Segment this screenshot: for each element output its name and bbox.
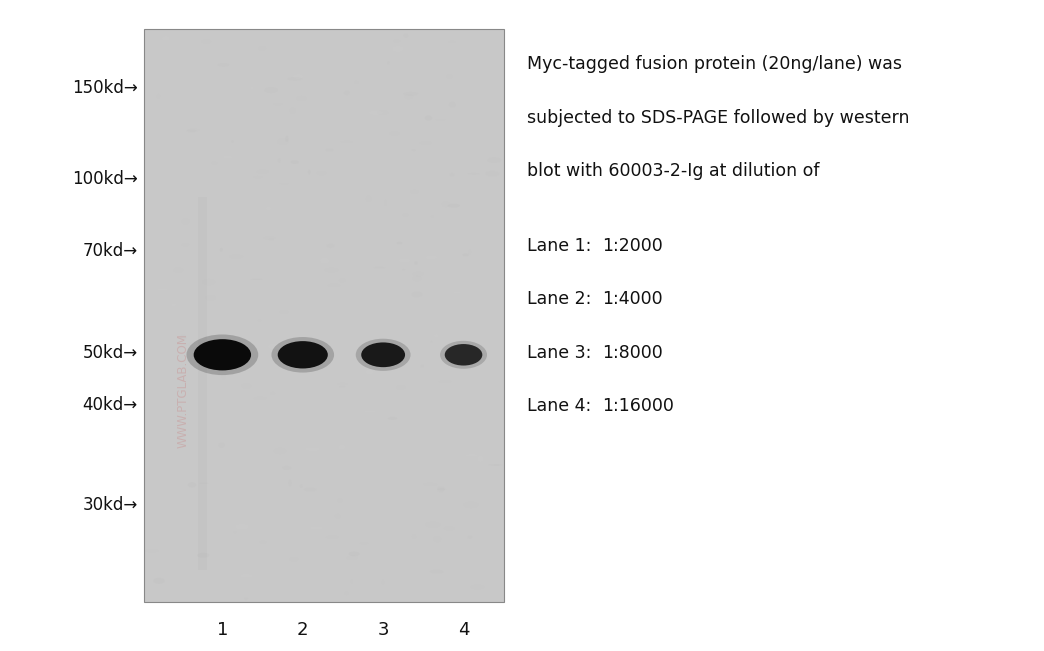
Ellipse shape (466, 454, 478, 456)
Ellipse shape (251, 87, 254, 89)
Text: subjected to SDS-PAGE followed by western: subjected to SDS-PAGE followed by wester… (527, 109, 909, 127)
Ellipse shape (300, 484, 303, 488)
Text: 50kd→: 50kd→ (82, 344, 138, 362)
Ellipse shape (277, 139, 288, 145)
Text: 1:4000: 1:4000 (602, 290, 663, 309)
Ellipse shape (394, 40, 401, 42)
Ellipse shape (411, 292, 423, 298)
Ellipse shape (369, 110, 383, 115)
Text: 1: 1 (217, 621, 228, 639)
Ellipse shape (441, 341, 487, 368)
Ellipse shape (403, 92, 419, 96)
Ellipse shape (293, 74, 303, 79)
Ellipse shape (356, 339, 410, 371)
Ellipse shape (289, 557, 299, 561)
Text: Lane 3:: Lane 3: (527, 344, 592, 362)
Ellipse shape (488, 464, 502, 466)
Ellipse shape (393, 46, 404, 52)
Ellipse shape (188, 482, 196, 488)
Ellipse shape (411, 149, 416, 151)
Text: Lane 1:: Lane 1: (527, 237, 592, 255)
Text: 1:2000: 1:2000 (602, 237, 663, 255)
Text: Myc-tagged fusion protein (20ng/lane) was: Myc-tagged fusion protein (20ng/lane) wa… (527, 55, 902, 74)
Ellipse shape (193, 339, 251, 370)
Ellipse shape (264, 87, 278, 93)
Text: 100kd→: 100kd→ (72, 170, 138, 188)
Ellipse shape (235, 524, 248, 530)
Ellipse shape (197, 553, 209, 558)
Text: 4: 4 (457, 621, 470, 639)
Ellipse shape (445, 344, 482, 366)
Ellipse shape (387, 61, 389, 64)
Ellipse shape (310, 527, 323, 530)
Ellipse shape (187, 335, 258, 375)
Ellipse shape (180, 335, 187, 340)
Ellipse shape (351, 579, 353, 584)
Bar (144, 29, 504, 602)
Ellipse shape (364, 411, 376, 413)
Ellipse shape (337, 498, 342, 503)
Ellipse shape (338, 445, 346, 450)
Text: WWW.PTGLAB.COM: WWW.PTGLAB.COM (176, 333, 189, 448)
Text: 3: 3 (377, 621, 389, 639)
Ellipse shape (397, 242, 402, 244)
Ellipse shape (430, 341, 432, 342)
Ellipse shape (265, 207, 271, 210)
Ellipse shape (278, 341, 328, 368)
Ellipse shape (306, 447, 319, 451)
Text: 70kd→: 70kd→ (82, 242, 138, 260)
Ellipse shape (217, 63, 229, 66)
Text: blot with 60003-2-Ig at dilution of: blot with 60003-2-Ig at dilution of (527, 162, 820, 180)
Ellipse shape (258, 320, 261, 322)
Text: Lane 2:: Lane 2: (527, 290, 592, 309)
Ellipse shape (240, 574, 253, 578)
Text: 1:16000: 1:16000 (602, 397, 674, 415)
Ellipse shape (349, 551, 360, 556)
Ellipse shape (453, 292, 461, 294)
Ellipse shape (361, 342, 405, 367)
Text: 150kd→: 150kd→ (72, 79, 138, 97)
Ellipse shape (232, 140, 234, 143)
Ellipse shape (219, 248, 222, 252)
Ellipse shape (423, 483, 437, 486)
Text: Lane 4:: Lane 4: (527, 397, 592, 415)
Ellipse shape (449, 102, 456, 107)
Text: 40kd→: 40kd→ (82, 396, 138, 414)
Text: 30kd→: 30kd→ (82, 495, 138, 514)
Ellipse shape (411, 534, 417, 538)
Ellipse shape (221, 374, 226, 380)
Ellipse shape (425, 115, 432, 121)
Ellipse shape (448, 204, 460, 208)
Ellipse shape (462, 253, 469, 256)
Text: 1:8000: 1:8000 (602, 344, 663, 362)
Ellipse shape (271, 337, 334, 372)
Ellipse shape (158, 288, 168, 290)
Bar (198, 197, 207, 570)
Ellipse shape (259, 46, 266, 51)
Text: 2: 2 (296, 621, 309, 639)
